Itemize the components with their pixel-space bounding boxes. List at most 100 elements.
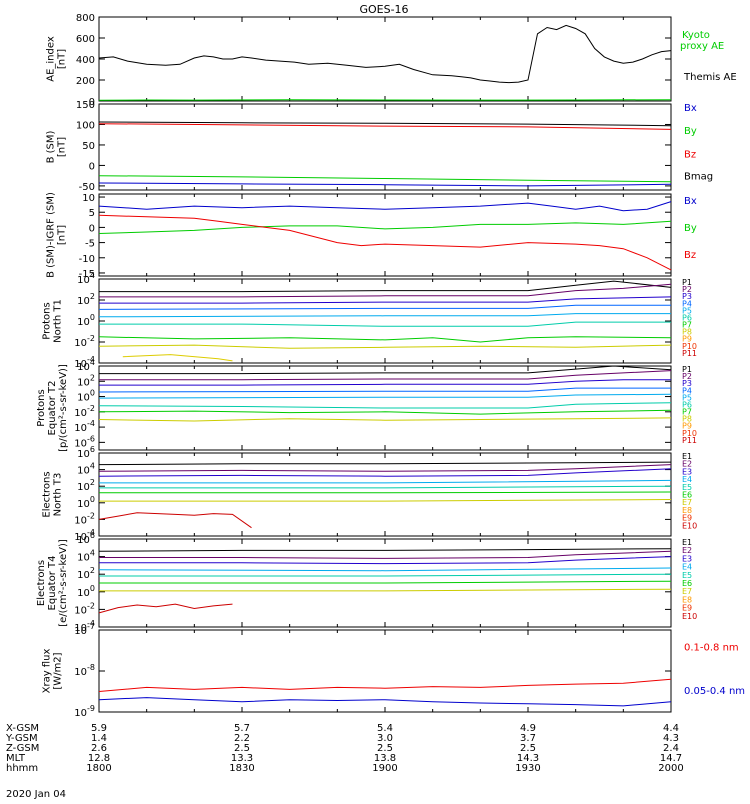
series-e7 bbox=[99, 499, 672, 502]
y-tick-exponent: 0 bbox=[90, 495, 95, 504]
y-tick-exponent: 2 bbox=[90, 566, 95, 575]
series-e8 bbox=[98, 603, 233, 614]
series-p6 bbox=[99, 321, 671, 327]
footer-value: 2.2 bbox=[234, 733, 250, 744]
legend-item: P9 bbox=[682, 335, 692, 344]
legend-item: E6 bbox=[682, 491, 692, 500]
series-0-05-0-4-nm bbox=[98, 697, 672, 707]
series-p8 bbox=[98, 417, 672, 422]
footer-row-label: hhmm bbox=[6, 763, 38, 774]
series-p6 bbox=[98, 402, 672, 409]
y-tick-label: 0 bbox=[89, 223, 95, 234]
footer-row-label: X-GSM bbox=[6, 723, 39, 734]
legend-item: E1 bbox=[682, 538, 692, 547]
legend-item: E10 bbox=[682, 521, 697, 530]
legend: 0.1-0.8 nm 0.05-0.4 nm bbox=[684, 643, 745, 697]
y-axis-label: AE_index bbox=[46, 36, 57, 82]
y-tick-label: -5 bbox=[85, 239, 95, 250]
panel-frame bbox=[98, 16, 672, 102]
series-p2 bbox=[99, 283, 672, 298]
series-p2 bbox=[99, 370, 672, 381]
legend-item: P8 bbox=[682, 415, 692, 424]
y-tick-exponent: 4 bbox=[90, 358, 95, 367]
series-themis-ae bbox=[98, 24, 672, 84]
y-axis-label: North T3 bbox=[53, 473, 64, 517]
y-axis-label: North T1 bbox=[53, 299, 64, 343]
footer-row-label: Y-GSM bbox=[5, 733, 38, 744]
series-e6 bbox=[99, 491, 672, 494]
footer-value: 1900 bbox=[372, 763, 397, 774]
legend-item: E2 bbox=[682, 546, 692, 555]
legend-item: E7 bbox=[682, 587, 692, 596]
legend-item: E4 bbox=[682, 563, 692, 572]
footer-value: 2000 bbox=[658, 763, 683, 774]
y-axis-label: [e/(cm²-s-sr-keV)] bbox=[58, 539, 69, 627]
y-tick-label: 100 bbox=[77, 584, 95, 599]
y-tick-label: 800 bbox=[76, 13, 95, 24]
legend-item: P10 bbox=[682, 429, 697, 438]
y-axis-label: B (SM)-IGRF (SM) bbox=[46, 192, 57, 278]
y-tick-label: -50 bbox=[79, 182, 95, 193]
legend-item: P11 bbox=[682, 349, 697, 358]
y-axis-label: B (SM) bbox=[46, 130, 57, 163]
legend-item: P4 bbox=[682, 386, 692, 395]
y-tick-exponent: -4 bbox=[87, 355, 95, 364]
y-tick-exponent: -6 bbox=[87, 434, 95, 443]
y-tick-exponent: 6 bbox=[90, 445, 95, 454]
series-bx bbox=[98, 201, 672, 212]
legend-item: E3 bbox=[682, 554, 692, 563]
y-tick-label: 10-4 bbox=[74, 419, 95, 434]
y-tick-label: 150 bbox=[76, 100, 95, 111]
footer-value: 3.7 bbox=[520, 733, 536, 744]
legend-item: E5 bbox=[682, 571, 692, 580]
y-tick-exponent: 6 bbox=[90, 531, 95, 540]
y-tick-label: 10-2 bbox=[74, 511, 95, 526]
y-tick-exponent: 4 bbox=[90, 462, 95, 471]
legend: Bx By Bz bbox=[684, 196, 697, 261]
legend-item: Kyoto bbox=[682, 30, 710, 41]
footer-value: 1930 bbox=[515, 763, 540, 774]
legend-item: P6 bbox=[682, 400, 692, 409]
footer-value: 14.3 bbox=[517, 753, 539, 764]
y-tick-exponent: -2 bbox=[87, 334, 95, 343]
legend-item: P4 bbox=[682, 299, 692, 308]
y-tick-exponent: 0 bbox=[90, 584, 95, 593]
y-tick-exponent: -4 bbox=[87, 419, 95, 428]
legend-item: E1 bbox=[682, 452, 692, 461]
series-bmag bbox=[98, 121, 672, 127]
y-axis-label: [nT] bbox=[57, 49, 68, 69]
y-tick-label: 104 bbox=[77, 462, 95, 477]
series-p7 bbox=[98, 336, 672, 343]
legend-item: P5 bbox=[682, 393, 692, 402]
panel-frame bbox=[98, 452, 672, 537]
y-tick-exponent: -2 bbox=[87, 511, 95, 520]
y-tick-label: 102 bbox=[77, 478, 95, 493]
legend-item: P10 bbox=[682, 342, 697, 351]
series-e5 bbox=[99, 573, 672, 577]
y-tick-label: 10-2 bbox=[74, 334, 95, 349]
footer-value: 13.3 bbox=[231, 753, 253, 764]
y-tick-label: 10-8 bbox=[74, 663, 95, 678]
legend-item: E3 bbox=[682, 467, 692, 476]
series-e3 bbox=[99, 556, 672, 565]
y-tick-label: 600 bbox=[76, 34, 95, 45]
y-tick-label: 102 bbox=[77, 292, 95, 307]
series-kyoto-proxy-ae bbox=[98, 99, 672, 101]
y-axis-label: Equator T2 bbox=[47, 381, 58, 436]
y-tick-exponent: -8 bbox=[87, 663, 95, 672]
footer-value: 1.4 bbox=[91, 733, 107, 744]
y-tick-label: 200 bbox=[76, 76, 95, 87]
series-p1 bbox=[99, 365, 672, 375]
y-tick-exponent: -4 bbox=[87, 528, 95, 537]
legend-item: Bx bbox=[684, 103, 697, 114]
y-tick-exponent: 0 bbox=[90, 389, 95, 398]
legend-item: P3 bbox=[682, 379, 692, 388]
y-tick-label: 5 bbox=[89, 208, 95, 219]
